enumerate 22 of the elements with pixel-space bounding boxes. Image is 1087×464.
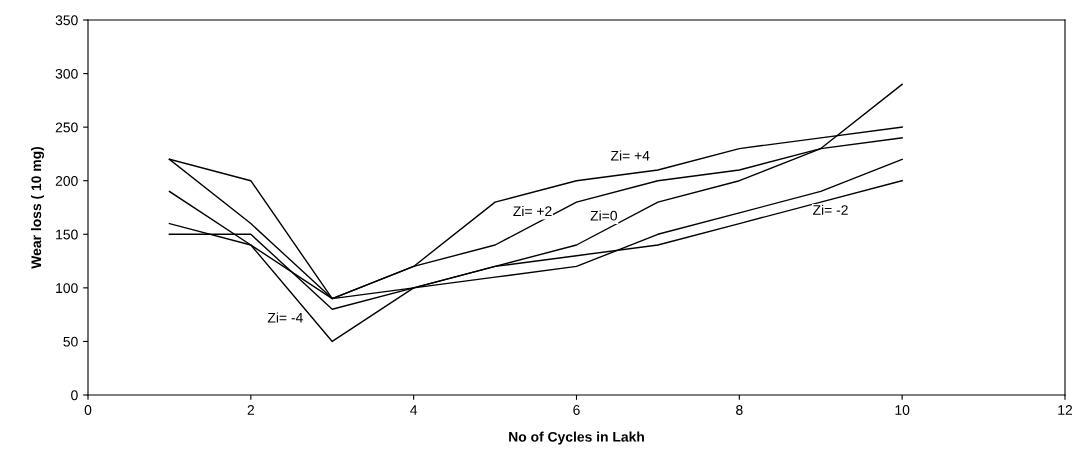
y-axis-title: Wear loss ( 10 mg) (30, 146, 44, 269)
x-tick-label: 8 (736, 405, 743, 415)
y-tick-label: 0 (71, 390, 78, 401)
x-tick-label: 2 (247, 405, 254, 415)
series-label: Zi=0 (590, 210, 618, 221)
y-tick-label: 300 (55, 68, 78, 79)
y-tick-label: 250 (55, 122, 78, 133)
y-tick-label: 100 (56, 283, 78, 294)
y-tick-label: 350 (55, 15, 78, 26)
x-tick-label: 6 (573, 405, 580, 415)
x-tick-label: 4 (410, 405, 418, 415)
x-tick-label: 0 (84, 405, 92, 415)
x-tick-label: 12 (1058, 405, 1073, 415)
series-label: Zi= -2 (813, 204, 848, 215)
series-label: Zi= -4 (267, 312, 303, 323)
y-tick-label: 200 (55, 176, 78, 186)
x-tick-label: 10 (895, 405, 910, 415)
y-tick-label: 50 (63, 336, 78, 347)
series-label: Zi= +4 (610, 150, 650, 161)
y-tick-label: 150 (56, 229, 78, 240)
x-axis-title: No of Cycles in Lakh (509, 431, 644, 445)
series-label: Zi= +2 (513, 205, 552, 216)
